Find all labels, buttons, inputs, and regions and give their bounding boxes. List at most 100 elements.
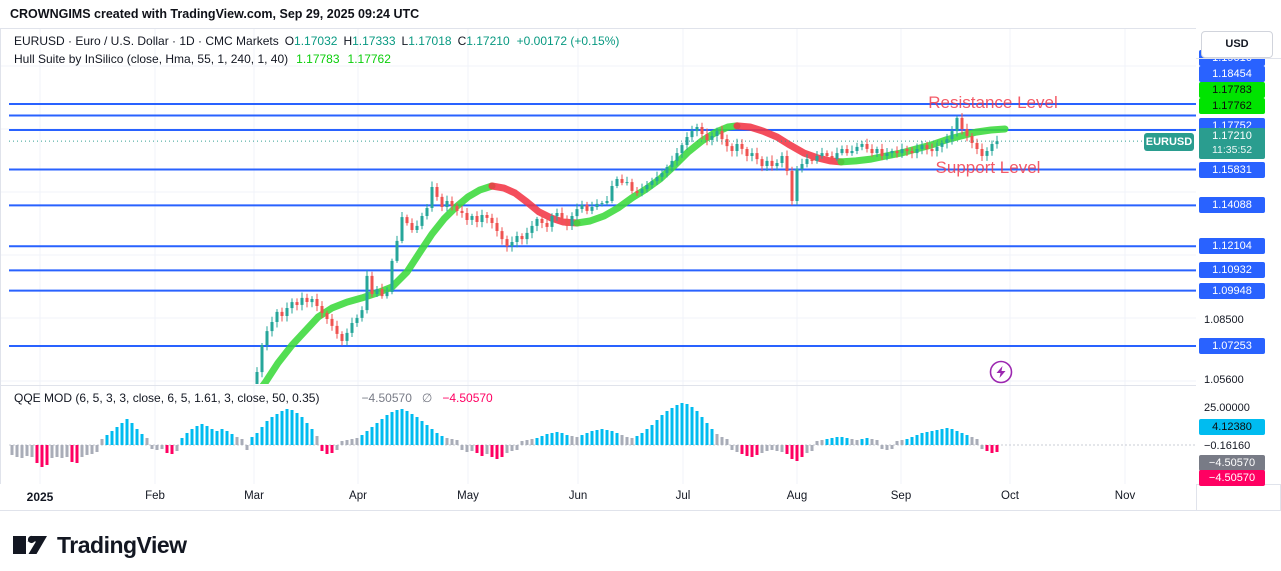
price-tick-label: 1.05600 <box>1204 374 1244 387</box>
candle <box>740 144 744 149</box>
candle <box>905 149 909 152</box>
qqe-bar <box>495 445 499 459</box>
price-level-label: 1.14088 <box>1199 197 1265 214</box>
qqe-bar <box>565 435 569 445</box>
qqe-bar <box>930 431 934 445</box>
qqe-bar <box>265 421 269 445</box>
qqe-bar <box>975 439 979 445</box>
candle <box>435 187 439 197</box>
candle <box>615 179 619 186</box>
candle <box>335 325 339 334</box>
qqe-indicator-title: QQE MOD (6, 5, 3, 3, close, 6, 5, 1.61, … <box>14 391 320 405</box>
candle <box>910 151 914 154</box>
candle <box>340 334 344 341</box>
candle <box>670 160 674 168</box>
candle <box>485 215 489 218</box>
qqe-bar <box>910 437 914 445</box>
qqe-bar <box>690 407 694 445</box>
qqe-bar <box>430 429 434 445</box>
time-axis[interactable]: 2025 Feb Mar Apr May Jun Jul Aug Sep Oct Nov <box>0 484 1196 510</box>
qqe-bar <box>860 439 864 445</box>
qqe-bar <box>160 445 164 449</box>
qqe-bar <box>985 445 989 451</box>
qqe-bar <box>350 439 354 445</box>
candle <box>830 156 834 160</box>
candle <box>295 302 299 305</box>
qqe-bar <box>295 413 299 445</box>
candle <box>735 144 739 151</box>
candle <box>995 141 999 145</box>
qqe-bar <box>330 445 334 453</box>
qqe-bar <box>590 431 594 445</box>
candle <box>750 153 754 156</box>
qqe-bar <box>955 431 959 445</box>
qqe-bar <box>255 433 259 445</box>
candle <box>930 149 934 152</box>
qqe-bar <box>615 433 619 445</box>
qqe-bar <box>625 437 629 445</box>
qqe-bar <box>765 445 769 451</box>
qqe-bar <box>140 434 144 445</box>
qqe-bar <box>995 445 999 452</box>
qqe-bar <box>365 431 369 445</box>
qqe-bar <box>60 445 64 458</box>
qqe-bar <box>200 424 204 445</box>
candle <box>645 185 649 190</box>
qqe-bar <box>405 411 409 445</box>
hull-indicator-title: Hull Suite by InSilico (close, Hma, 55, … <box>14 52 289 66</box>
tradingview-logo[interactable]: TradingView <box>12 531 187 559</box>
candle <box>945 139 949 143</box>
qqe-bar <box>360 435 364 445</box>
candle <box>380 289 384 297</box>
price-level-label: 1.12104 <box>1199 238 1265 255</box>
candle <box>705 134 709 140</box>
qqe-bar <box>40 445 44 467</box>
candle <box>745 149 749 156</box>
hull-value: 1.17762 <box>347 52 391 66</box>
qqe-bar <box>110 431 114 445</box>
candle <box>495 223 499 231</box>
qqe-bar <box>800 445 804 457</box>
ohlc-value: 1.17333 <box>352 34 396 48</box>
qqe-bar <box>865 438 869 445</box>
qqe-bar <box>515 445 519 450</box>
time-axis-label: Nov <box>1114 490 1136 502</box>
candle <box>695 127 699 132</box>
candle <box>575 209 579 217</box>
qqe-bar <box>90 445 94 454</box>
qqe-bar <box>260 427 264 445</box>
qqe-axis-label: 4.12380 <box>1199 419 1265 435</box>
qqe-bar <box>220 429 224 445</box>
ohlc-letter: L <box>401 34 409 48</box>
hull-value: 1.17783 <box>296 52 340 66</box>
qqe-bar <box>180 438 184 445</box>
candle <box>765 160 769 166</box>
qqe-bar <box>795 445 799 461</box>
qqe-bar <box>990 445 994 453</box>
ohlc-letter: H <box>343 34 353 48</box>
qqe-bar <box>310 429 314 445</box>
candle <box>415 225 419 230</box>
candle <box>625 182 629 184</box>
qqe-average-icon: ∅ <box>421 391 433 405</box>
ohlc-letter: C <box>457 34 467 48</box>
qqe-bar <box>580 435 584 445</box>
currency-toggle-button[interactable]: USD <box>1201 31 1273 58</box>
ohlc-letter: O <box>284 34 295 48</box>
qqe-bar <box>460 445 464 450</box>
price-axis[interactable]: USD 1.190161.184541.177521.158311.140881… <box>1196 28 1281 486</box>
qqe-bar <box>100 439 104 445</box>
qqe-bar <box>610 431 614 445</box>
qqe-bar <box>885 445 889 450</box>
support-level-label: Support Level <box>935 158 1041 177</box>
candle <box>285 308 289 316</box>
qqe-bar <box>665 411 669 445</box>
qqe-bar <box>490 445 494 457</box>
qqe-axis-label: −4.50570 <box>1199 455 1265 471</box>
qqe-bar <box>950 429 954 445</box>
candle <box>755 153 759 160</box>
qqe-bar <box>715 434 719 445</box>
qqe-bar <box>165 445 169 453</box>
